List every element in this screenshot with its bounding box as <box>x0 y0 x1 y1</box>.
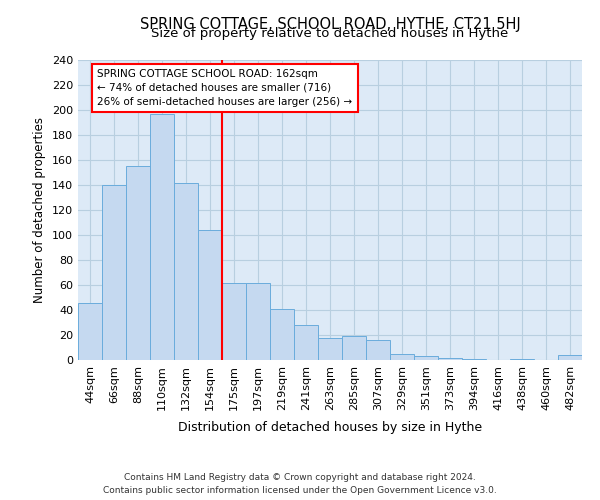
Bar <box>438 358 462 360</box>
Bar <box>78 302 102 360</box>
Bar <box>318 338 342 360</box>
Bar <box>294 325 318 360</box>
Bar <box>390 354 414 360</box>
Bar <box>222 282 246 360</box>
Bar <box>198 230 222 360</box>
Text: Contains HM Land Registry data © Crown copyright and database right 2024.
Contai: Contains HM Land Registry data © Crown c… <box>103 473 497 495</box>
Bar <box>366 340 390 360</box>
Bar <box>342 336 366 360</box>
Bar <box>462 359 486 360</box>
Bar <box>102 185 126 360</box>
Y-axis label: Number of detached properties: Number of detached properties <box>34 117 46 303</box>
Bar <box>150 114 174 360</box>
Bar <box>414 356 438 360</box>
Bar <box>270 308 294 360</box>
Bar <box>126 166 150 360</box>
Text: SPRING COTTAGE SCHOOL ROAD: 162sqm
← 74% of detached houses are smaller (716)
26: SPRING COTTAGE SCHOOL ROAD: 162sqm ← 74%… <box>97 68 352 107</box>
Text: SPRING COTTAGE, SCHOOL ROAD, HYTHE, CT21 5HJ: SPRING COTTAGE, SCHOOL ROAD, HYTHE, CT21… <box>140 18 520 32</box>
Bar <box>174 182 198 360</box>
Bar <box>510 359 534 360</box>
Bar <box>246 282 270 360</box>
X-axis label: Distribution of detached houses by size in Hythe: Distribution of detached houses by size … <box>178 421 482 434</box>
Bar <box>558 355 582 360</box>
Text: Size of property relative to detached houses in Hythe: Size of property relative to detached ho… <box>151 28 509 40</box>
